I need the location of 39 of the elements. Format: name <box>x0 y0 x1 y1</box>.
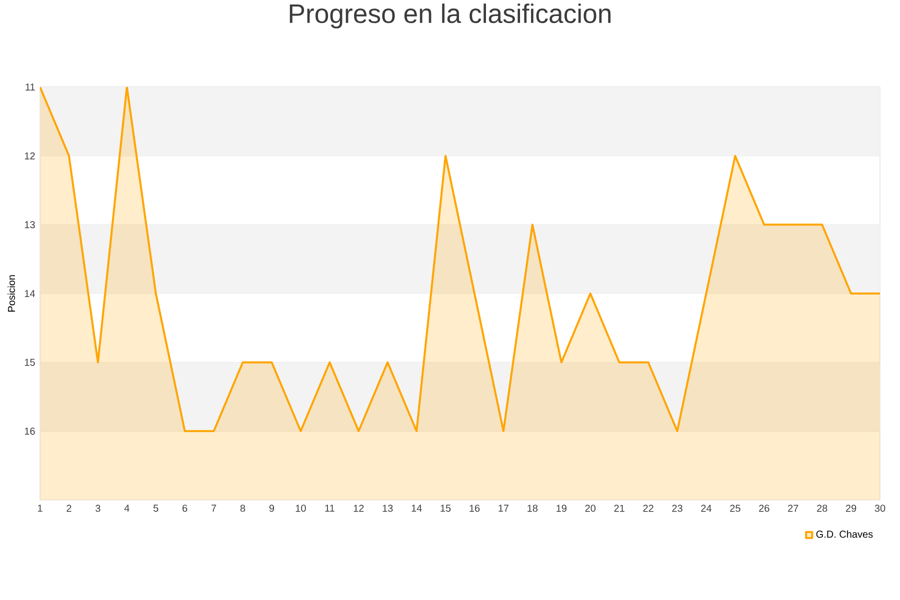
x-tick-label: 12 <box>354 504 364 512</box>
x-tick-label: 3 <box>96 504 100 512</box>
x-tick-label: 15 <box>440 504 451 512</box>
x-tick-label: 9 <box>269 504 274 512</box>
y-axis-title: Posicion <box>8 275 16 312</box>
x-tick-label: 19 <box>556 504 566 512</box>
y-tick-label: 11 <box>26 84 35 90</box>
x-tick-label: 5 <box>153 504 158 512</box>
chart-title: Progreso en la clasificacion <box>290 4 610 28</box>
x-tick-label: 8 <box>240 504 246 512</box>
x-tick-label: 23 <box>672 504 682 512</box>
x-tick-label: 7 <box>212 504 216 512</box>
x-tick-label: 16 <box>470 504 480 512</box>
x-tick-label: 10 <box>296 504 306 512</box>
x-tick-label: 6 <box>182 504 188 512</box>
x-tick-label: 26 <box>759 504 770 512</box>
x-tick-label: 17 <box>498 504 509 512</box>
x-tick-label: 18 <box>528 504 538 512</box>
legend-label: G.D. Chaves <box>816 530 873 538</box>
y-tick-label: 15 <box>24 358 35 366</box>
x-tick-label: 28 <box>817 504 828 512</box>
x-tick-label: 11 <box>325 504 334 512</box>
x-tick-label: 14 <box>412 504 422 512</box>
x-tick-label: 27 <box>788 504 798 512</box>
x-tick-label: 1 <box>38 504 42 512</box>
y-tick-label: 16 <box>24 428 35 435</box>
y-tick-label: 13 <box>24 221 35 228</box>
y-tick-label: 14 <box>24 290 35 297</box>
x-tick-label: 30 <box>874 504 886 512</box>
x-tick-label: 4 <box>124 504 130 512</box>
x-tick-label: 21 <box>614 504 624 512</box>
x-tick-label: 13 <box>382 504 393 512</box>
x-tick-label: 22 <box>643 504 654 512</box>
x-tick-label: 25 <box>730 504 740 512</box>
x-tick-label: 24 <box>701 504 712 512</box>
y-tick-label: 12 <box>24 152 35 160</box>
x-tick-label: 29 <box>846 504 856 512</box>
x-tick-label: 20 <box>585 504 596 512</box>
x-tick-label: 2 <box>66 504 72 512</box>
